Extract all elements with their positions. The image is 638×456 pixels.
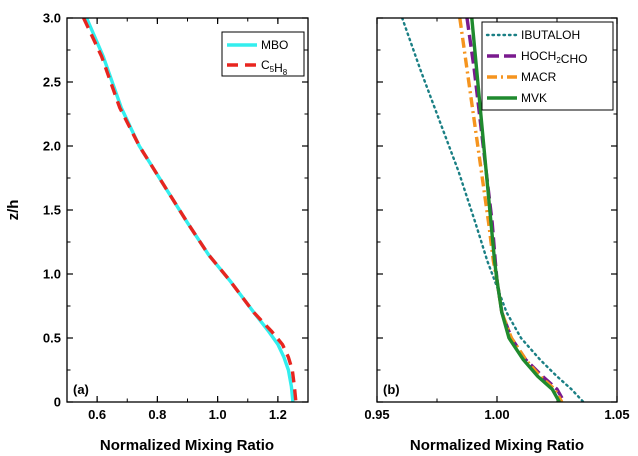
y-tick-label: 1.5 [43, 203, 61, 218]
x-tick-label: 1.2 [269, 407, 287, 422]
x-tick-label: 0.95 [364, 407, 389, 422]
legend-label: C5H8 [261, 58, 288, 77]
x-tick-label: 1.05 [604, 407, 629, 422]
y-tick-label: 1.0 [43, 267, 61, 282]
legend-label: MBO [261, 38, 288, 52]
y-tick-label: 3.0 [43, 11, 61, 26]
legend-box [221, 31, 305, 77]
x-tick-label: 1.0 [209, 407, 227, 422]
panel-b: 0.95 1.00 1.05 (b) IBUTALOH HOCH2CHO MACR MVK [364, 17, 630, 422]
legend-label: MVK [521, 91, 547, 105]
legend-label: IBUTALOH [521, 28, 580, 42]
y-axis-label: z/h [5, 200, 22, 221]
series-line-mvk [470, 18, 561, 402]
x-tick-label: 1.00 [484, 407, 509, 422]
legend-label: HOCH2CHO [521, 49, 587, 66]
y-tick-label: 0 [54, 395, 61, 410]
plot-frame [376, 17, 618, 403]
series-line-c5h8 [82, 18, 298, 402]
panel-label: (b) [383, 382, 400, 397]
panel-a: 0 0.5 1.0 1.5 2.0 2.5 3.0 0.6 0.8 1.0 1.2 (a) MBO C5H… [43, 11, 309, 422]
x-tick-label: 0.6 [88, 407, 106, 422]
panel-label: (a) [73, 382, 89, 397]
x-axis-label-b: Normalized Mixing Ratio [410, 437, 584, 454]
x-axis-label-a: Normalized Mixing Ratio [100, 437, 274, 454]
legend-box [481, 21, 614, 111]
y-tick-label: 2.5 [43, 75, 61, 90]
y-tick-label: 0.5 [43, 331, 61, 346]
x-tick-label: 0.8 [148, 407, 166, 422]
plot-frame [66, 17, 309, 403]
y-tick-label: 2.0 [43, 139, 61, 154]
legend-label: MACR [521, 70, 557, 84]
